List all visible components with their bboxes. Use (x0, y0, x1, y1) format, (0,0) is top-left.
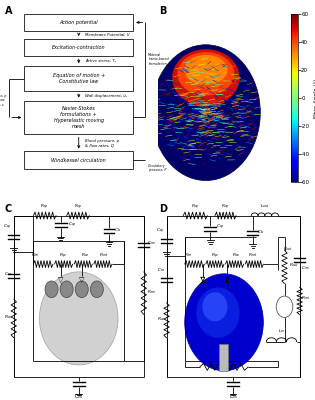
Text: D: D (159, 204, 167, 214)
Text: B: B (159, 6, 166, 16)
Text: $C_{vs}$: $C_{vs}$ (229, 392, 238, 400)
Bar (220, 344, 228, 371)
FancyBboxPatch shape (24, 66, 133, 91)
Text: $R_{mi}$: $R_{mi}$ (220, 354, 228, 362)
Text: Wall displacement, űₛ: Wall displacement, űₛ (85, 94, 127, 98)
Circle shape (90, 281, 103, 298)
Text: Action potential: Action potential (60, 20, 98, 25)
Text: $R_{mit}$: $R_{mit}$ (99, 251, 109, 259)
Circle shape (276, 296, 293, 318)
Text: Blood
pressure, p
& viscous
stress, s: Blood pressure, p & viscous stress, s (0, 89, 6, 107)
Text: $R_{tri}$: $R_{tri}$ (32, 251, 40, 259)
FancyBboxPatch shape (24, 152, 133, 169)
FancyBboxPatch shape (24, 14, 133, 31)
Text: LVAD
Pump: LVAD Pump (280, 302, 289, 311)
Text: A: A (5, 6, 12, 16)
Text: $C_{vp}$: $C_{vp}$ (68, 220, 77, 229)
Text: C: C (5, 204, 12, 214)
Ellipse shape (39, 272, 118, 365)
Text: $R_{mi}$: $R_{mi}$ (301, 294, 310, 302)
Text: $C_{mi}$: $C_{mi}$ (301, 265, 310, 272)
Text: Circulatory
pressure, P: Circulatory pressure, P (148, 164, 167, 172)
Text: $R_{tri}$: $R_{tri}$ (184, 251, 193, 259)
Text: $L_{in}$: $L_{in}$ (278, 327, 285, 334)
Circle shape (60, 281, 73, 298)
Text: Navier-Stokes
formulations +
Hyperelastic moving
mesh: Navier-Stokes formulations + Hyperelasti… (54, 106, 104, 129)
Text: $C_{ra}$: $C_{ra}$ (157, 267, 165, 274)
Text: $R_{ao}$: $R_{ao}$ (232, 251, 240, 259)
Text: Equation of motion +
Constitutive law: Equation of motion + Constitutive law (53, 73, 105, 84)
Ellipse shape (152, 45, 260, 180)
Text: $R_{vs}$: $R_{vs}$ (157, 315, 165, 323)
Text: $C_{vp}$: $C_{vp}$ (216, 222, 225, 231)
Text: $R_{vs}$: $R_{vs}$ (4, 314, 12, 321)
Text: $C_{vs}$: $C_{vs}$ (74, 392, 83, 400)
Text: $C_{ap}$: $C_{ap}$ (156, 226, 165, 235)
Text: $R_{out}$: $R_{out}$ (283, 246, 293, 253)
Text: $R_{mit}$: $R_{mit}$ (249, 251, 259, 259)
Text: Windkessel circulation: Windkessel circulation (51, 158, 106, 163)
Text: $R_{out}$: $R_{out}$ (289, 261, 299, 269)
Text: $C_{la}$: $C_{la}$ (257, 228, 265, 236)
Text: $L_{out}$: $L_{out}$ (260, 203, 270, 210)
Text: $C_{ap}$: $C_{ap}$ (3, 222, 12, 231)
Text: $C_{ra}$: $C_{ra}$ (4, 271, 12, 278)
Text: $R_{vp}$: $R_{vp}$ (221, 202, 230, 212)
Text: $R_{ap}$: $R_{ap}$ (191, 202, 200, 212)
Text: Material
frame-based
formulation: Material frame-based formulation (148, 53, 169, 66)
Text: $▽$: $▽$ (78, 275, 85, 284)
Ellipse shape (172, 49, 240, 106)
Text: $▽$: $▽$ (57, 275, 64, 284)
Text: $R_{ao}$: $R_{ao}$ (81, 251, 90, 259)
Text: Membrane Potential, V: Membrane Potential, V (85, 33, 129, 37)
FancyBboxPatch shape (24, 100, 133, 134)
Text: Active stress, Tₐ: Active stress, Tₐ (85, 59, 116, 63)
FancyBboxPatch shape (24, 39, 133, 56)
Ellipse shape (196, 287, 240, 338)
Circle shape (75, 281, 88, 298)
Text: $R_{ap}$: $R_{ap}$ (40, 202, 49, 212)
Ellipse shape (184, 55, 228, 85)
Ellipse shape (178, 52, 234, 96)
Ellipse shape (202, 292, 227, 321)
Text: $R_{vp}$: $R_{vp}$ (74, 202, 82, 212)
Text: $C_{mi}$: $C_{mi}$ (147, 240, 156, 247)
Ellipse shape (185, 274, 263, 371)
Text: $C_{la}$: $C_{la}$ (113, 226, 121, 234)
Text: Excitation-contraction: Excitation-contraction (52, 45, 106, 50)
Text: $R_{mi}$: $R_{mi}$ (147, 288, 156, 296)
Circle shape (45, 281, 58, 298)
Text: $R_{pv}$: $R_{pv}$ (210, 251, 219, 260)
Text: $R_{pv}$: $R_{pv}$ (59, 251, 68, 260)
Text: Blood pressure, p
& flow rates, Q: Blood pressure, p & flow rates, Q (85, 139, 119, 147)
Y-axis label: Fibre Angle (°): Fibre Angle (°) (314, 78, 315, 118)
